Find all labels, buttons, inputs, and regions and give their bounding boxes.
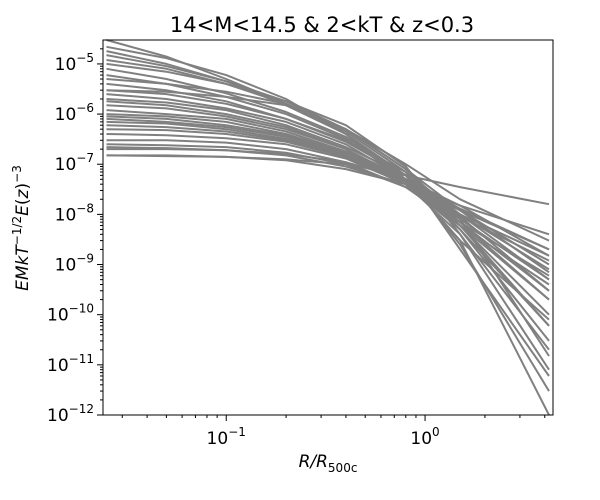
- chart-title: 14<M<14.5 & 2<kT & z<0.3: [170, 13, 474, 37]
- y-axis-ticks: 10−5 10−6 10−7 10−8 10−9 10−10 10−11 10−12: [47, 48, 103, 426]
- y-tick-label: 10−10: [47, 302, 94, 326]
- y-tick-label: 10−9: [55, 252, 94, 276]
- y-axis-label: EMkT−1/2E(z)−3: [10, 165, 33, 291]
- plot-frame: [102, 39, 554, 416]
- series-line-7: [106, 89, 550, 281]
- series-line-23: [106, 146, 550, 236]
- y-tick-label: 10−5: [55, 51, 94, 75]
- x-axis-label: R/R500c: [299, 452, 358, 475]
- y-tick-label: 10−8: [55, 201, 94, 225]
- x-tick-label: 10−1: [207, 425, 246, 449]
- series-line-28: [106, 115, 550, 262]
- series-line-14: [106, 120, 550, 281]
- series-line-16: [106, 128, 550, 271]
- series-line-26: [106, 62, 550, 371]
- y-tick-label: 10−11: [47, 352, 94, 376]
- y-tick-label: 10−7: [55, 151, 94, 175]
- series-line-27: [106, 50, 550, 392]
- data-lines: [106, 39, 550, 416]
- series-line-29: [106, 100, 550, 351]
- y-tick-label: 10−6: [55, 101, 94, 125]
- series-line-4: [106, 67, 550, 342]
- series-line-18: [106, 139, 550, 286]
- series-line-25: [106, 78, 550, 274]
- y-tick-label: 10−12: [47, 402, 94, 426]
- x-axis-ticks: 10−1 100: [121, 415, 546, 449]
- x-tick-label: 100: [410, 425, 439, 449]
